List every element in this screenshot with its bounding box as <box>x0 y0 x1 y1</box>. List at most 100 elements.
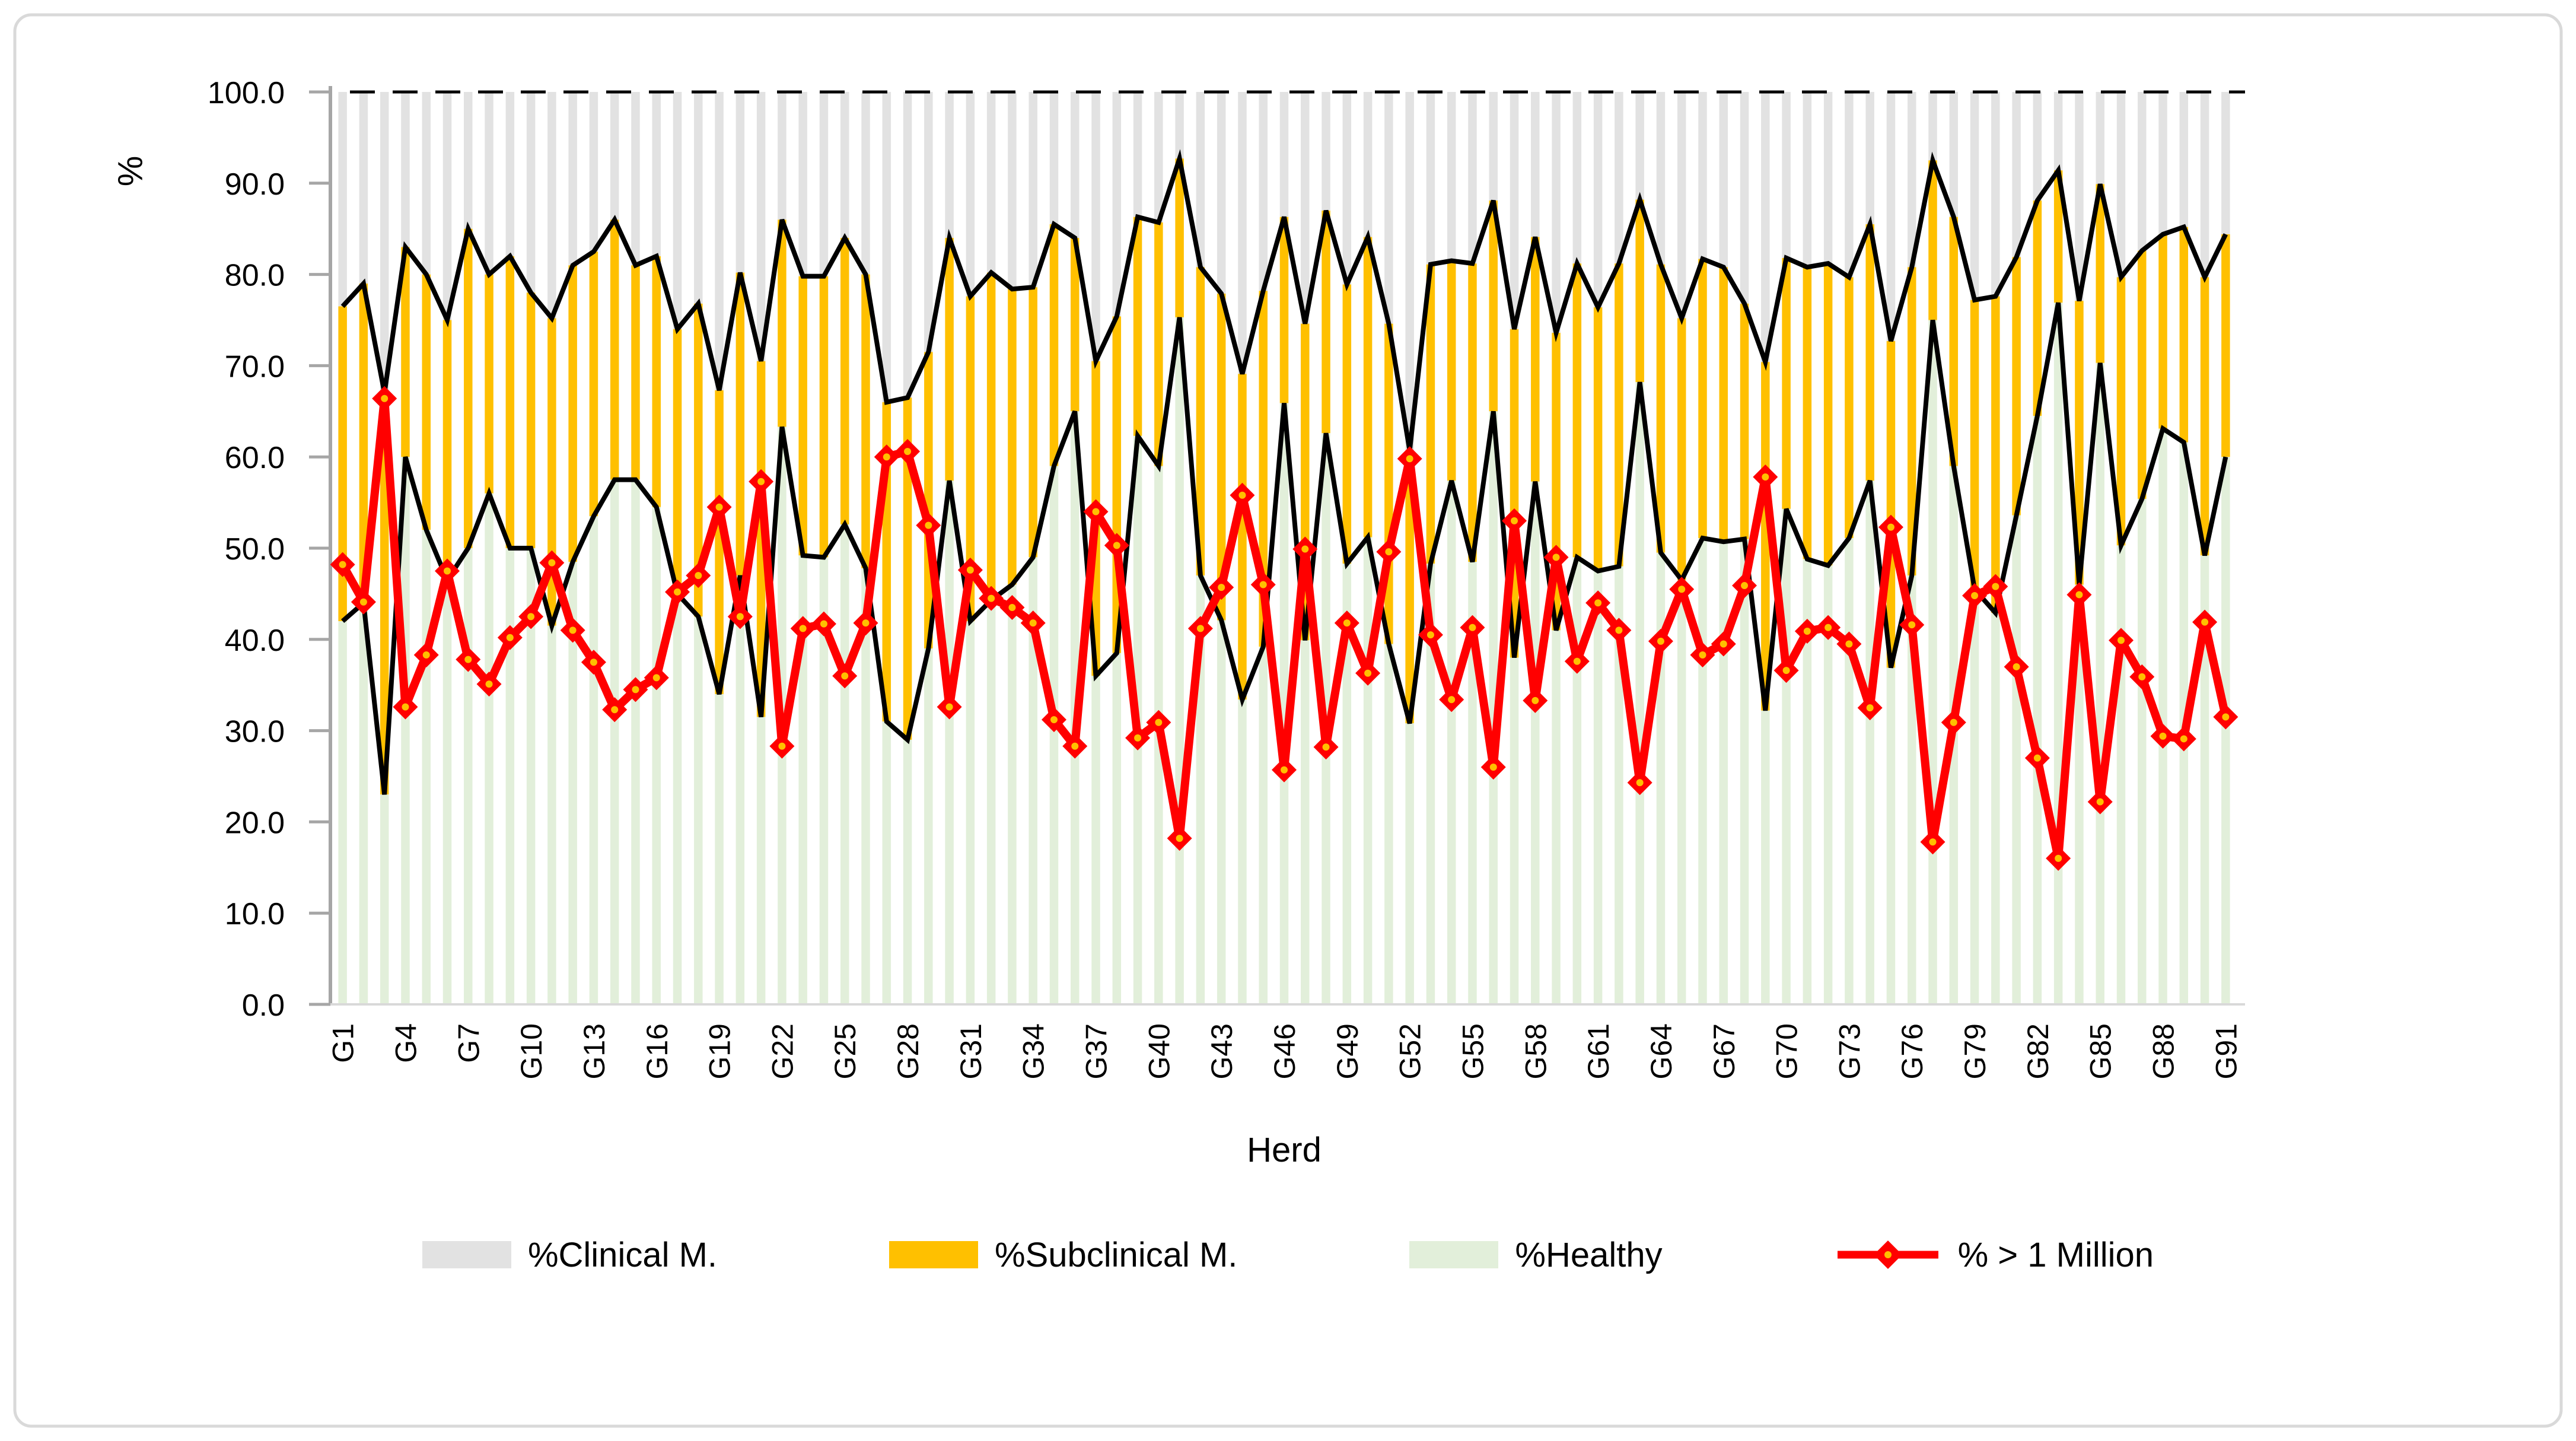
million-marker-center <box>820 620 827 628</box>
million-marker-center <box>359 598 367 606</box>
subclinical-bar <box>2179 227 2189 443</box>
clinical-bar <box>1761 92 1770 362</box>
clinical-bar <box>756 92 766 361</box>
healthy-bar <box>2158 428 2167 1004</box>
healthy-bar <box>1426 564 1435 1004</box>
clinical-bar <box>422 92 431 275</box>
clinical-bar <box>380 92 389 393</box>
subclinical-bar <box>2116 277 2126 546</box>
clinical-bar <box>2158 92 2167 234</box>
clinical-bar <box>526 92 536 293</box>
million-marker-center <box>1741 582 1749 590</box>
subclinical-bar <box>505 256 515 548</box>
clinical-bar <box>1531 92 1540 237</box>
subclinical-bar <box>1489 201 1498 412</box>
clinical-bar <box>1008 92 1017 290</box>
subclinical-top-boundary-line <box>340 149 2228 451</box>
clinical-bar <box>442 92 452 320</box>
subclinical-bar <box>1217 293 1226 621</box>
million-marker-center <box>988 594 995 602</box>
million-marker-center <box>1426 631 1434 639</box>
subclinical-bar <box>1865 224 1874 481</box>
subclinical-bar <box>966 296 975 622</box>
clinical-bar <box>1196 92 1205 268</box>
million-marker-center <box>339 561 346 568</box>
x-tick-label: G52 <box>1394 1023 1427 1080</box>
million-marker-center <box>799 625 807 632</box>
x-tick-label: G82 <box>2021 1023 2055 1080</box>
million-marker-center <box>1448 696 1456 704</box>
y-tick-label: 50.0 <box>225 532 285 567</box>
subclinical-bar <box>1823 263 1833 566</box>
legend-label-million: % > 1 Million <box>1957 1235 2154 1274</box>
clinical-bar <box>882 92 891 402</box>
healthy-top-boundary-line <box>341 302 2228 795</box>
million-marker-center <box>1511 517 1518 524</box>
million-marker-center <box>1782 667 1790 675</box>
x-tick-label: G40 <box>1142 1023 1176 1080</box>
healthy-bar <box>1823 565 1833 1004</box>
healthy-bar <box>986 600 996 1004</box>
subclinical-bar <box>589 252 598 517</box>
clinical-bar <box>819 92 829 276</box>
subclinical-bar <box>1886 341 1896 668</box>
million-marker-center <box>1071 742 1079 750</box>
x-tick-label: G1 <box>327 1023 360 1063</box>
healthy-bar <box>924 648 933 1004</box>
healthy-bar <box>1593 571 1603 1004</box>
subclinical-bar <box>673 329 682 594</box>
healthy-bar <box>464 548 473 1004</box>
million-marker-center <box>1720 640 1727 648</box>
million-marker-center <box>2138 673 2146 680</box>
healthy-bar <box>1259 647 1268 1004</box>
x-tick-label: G4 <box>389 1023 422 1063</box>
healthy-bar <box>945 481 954 1004</box>
clinical-bar <box>735 92 745 273</box>
healthy-bar <box>694 616 703 1004</box>
clinical-bar <box>1133 92 1142 217</box>
subclinical-bar <box>1928 160 1937 320</box>
x-tick-label: G16 <box>641 1023 674 1080</box>
million-marker-center <box>736 613 744 621</box>
healthy-bar <box>1175 317 1184 1004</box>
million-marker-center <box>464 656 472 663</box>
subclinical-bar <box>1133 217 1142 436</box>
subclinical-bar <box>945 238 954 481</box>
healthy-bar <box>1468 562 1477 1004</box>
subclinical-bar <box>1384 323 1393 644</box>
y-tick-label: 80.0 <box>225 259 285 293</box>
healthy-bar <box>1008 584 1017 1004</box>
clinical-bar <box>1175 92 1184 159</box>
y-tick-label: 100.0 <box>208 76 285 110</box>
healthy-bar <box>903 739 912 1004</box>
million-marker-center <box>1134 734 1142 742</box>
clinical-bar <box>673 92 682 329</box>
clinical-bar <box>798 92 807 276</box>
x-tick-label: G88 <box>2147 1023 2180 1080</box>
clinical-bar <box>610 92 619 220</box>
clinical-bar <box>2012 92 2021 257</box>
clinical-bar <box>778 92 787 220</box>
subclinical-bar <box>631 265 640 480</box>
million-marker-center <box>1531 696 1539 704</box>
million-marker-center <box>695 572 702 580</box>
legend-label-subclinical: %Subclinical M. <box>995 1235 1238 1274</box>
million-marker-center <box>1092 508 1100 516</box>
subclinical-bar <box>1154 222 1163 466</box>
subclinical-bar <box>1279 217 1289 403</box>
subclinical-bar <box>1635 199 1644 383</box>
clinical-bar <box>2138 92 2147 251</box>
clinical-bar <box>1279 92 1289 217</box>
x-tick-label: G34 <box>1017 1023 1050 1080</box>
healthy-bar <box>1279 403 1289 1004</box>
clinical-bar <box>1091 92 1100 361</box>
healthy-bar <box>1991 613 2000 1004</box>
clinical-bar <box>1426 92 1435 265</box>
healthy-bar <box>1342 564 1352 1004</box>
y-tick-label: 20.0 <box>225 806 285 840</box>
clinical-bar <box>1510 92 1519 329</box>
million-marker-center <box>1218 584 1225 591</box>
million-marker-center <box>2159 732 2167 740</box>
million-marker-center <box>2075 591 2083 599</box>
healthy-bar <box>526 548 536 1004</box>
